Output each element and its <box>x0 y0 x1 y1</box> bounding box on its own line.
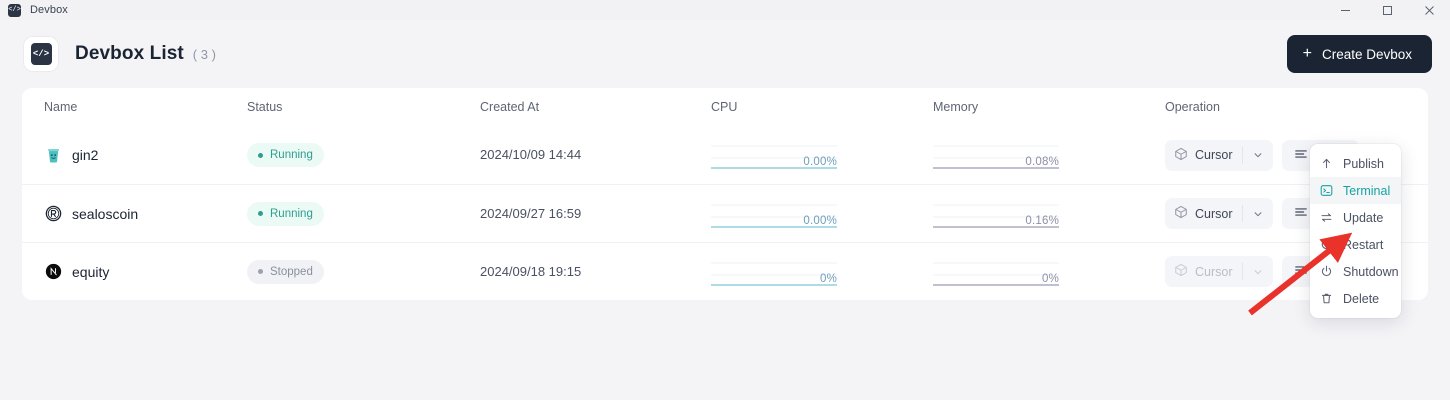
cpu-value: 0.00% <box>803 214 837 227</box>
created-at-value: 2024/10/09 14:44 <box>480 147 582 162</box>
status-dot-icon <box>258 211 263 216</box>
chevron-down-icon[interactable] <box>1243 150 1273 160</box>
minimize-icon[interactable] <box>1324 0 1366 20</box>
devbox-list-icon: </> <box>24 37 58 71</box>
menu-item-restart[interactable]: Restart <box>1310 231 1401 258</box>
table-row[interactable]: equity Stopped 2024/09/18 19:15 <box>22 242 1428 300</box>
table-header-row: Name Status Created At CPU Memory Operat… <box>22 88 1428 126</box>
memory-value: 0.08% <box>1025 156 1059 168</box>
cpu-value: 0.00% <box>803 156 837 168</box>
menu-item-label: Terminal <box>1343 183 1391 198</box>
cursor-button[interactable]: Cursor <box>1165 198 1273 229</box>
column-header-name: Name <box>44 100 78 114</box>
menu-item-label: Delete <box>1343 291 1380 306</box>
status-badge: Running <box>247 201 324 226</box>
create-devbox-button[interactable]: + Create Devbox <box>1286 35 1432 73</box>
cursor-cube-icon <box>1174 263 1188 280</box>
menu-item-label: Publish <box>1343 156 1384 171</box>
column-header-created-at: Created At <box>480 100 540 114</box>
gin-cup-icon <box>44 146 62 164</box>
devbox-name: gin2 <box>72 147 99 163</box>
devbox-code-icon: </> <box>30 43 52 65</box>
menu-item-label: Restart <box>1343 237 1384 252</box>
rust-gear-icon <box>44 205 62 223</box>
close-icon[interactable] <box>1408 0 1450 20</box>
column-header-operation: Operation <box>1165 100 1220 114</box>
cpu-sparkline: 0.00% <box>711 138 837 172</box>
status-dot-icon <box>258 152 263 158</box>
created-at-value: 2024/09/27 16:59 <box>480 205 582 221</box>
list-lines-icon <box>1294 263 1308 280</box>
upload-arrow-icon <box>1319 156 1334 171</box>
menu-item-terminal[interactable]: Terminal <box>1310 177 1401 204</box>
cursor-cube-icon <box>1174 147 1188 164</box>
cursor-label: Cursor <box>1195 264 1233 279</box>
devbox-table: Name Status Created At CPU Memory Operat… <box>0 88 1450 318</box>
status-badge: Running <box>247 143 324 167</box>
page-header: </> Devbox List ( 3 ) + Create Devbox <box>0 20 1450 88</box>
table-row[interactable]: gin2 Running 2024/10/09 14:44 0 <box>22 126 1428 184</box>
cpu-value: 0% <box>819 272 837 285</box>
maximize-icon[interactable] <box>1366 0 1408 20</box>
row-context-menu: Publish Terminal Update Restart <box>1310 144 1401 318</box>
menu-item-label: Shutdown <box>1343 264 1399 279</box>
trash-icon <box>1319 291 1334 306</box>
memory-value: 0.16% <box>1025 214 1059 227</box>
memory-sparkline: 0.16% <box>933 197 1059 231</box>
menu-item-shutdown[interactable]: Shutdown <box>1310 258 1401 285</box>
cursor-button: Cursor <box>1165 256 1273 287</box>
swap-arrows-icon <box>1319 210 1334 225</box>
create-devbox-label: Create Devbox <box>1321 46 1412 62</box>
created-at-value: 2024/09/18 19:15 <box>480 263 582 279</box>
devbox-name: sealoscoin <box>72 205 139 222</box>
menu-item-label: Update <box>1343 210 1384 225</box>
window-title: Devbox <box>30 4 68 16</box>
status-label: Running <box>270 207 313 220</box>
cursor-label: Cursor <box>1195 206 1233 221</box>
window-titlebar: </> Devbox <box>0 0 1450 20</box>
column-header-cpu: CPU <box>711 100 738 114</box>
status-badge: Stopped <box>247 259 324 284</box>
list-lines-icon <box>1294 147 1308 164</box>
column-header-status: Status <box>247 100 283 114</box>
refresh-icon <box>1319 237 1334 252</box>
devbox-count: ( 3 ) <box>192 46 216 62</box>
status-dot-icon <box>258 269 263 274</box>
devbox-name: equity <box>72 263 110 280</box>
plus-icon: + <box>1302 45 1312 62</box>
cursor-label: Cursor <box>1195 148 1233 162</box>
devbox-code-icon: </> <box>8 3 21 17</box>
cursor-cube-icon <box>1174 205 1188 222</box>
status-label: Running <box>270 149 313 161</box>
list-lines-icon <box>1294 205 1308 222</box>
column-header-memory: Memory <box>933 100 979 114</box>
terminal-icon <box>1319 183 1334 198</box>
memory-sparkline: 0% <box>933 255 1059 289</box>
page-title: Devbox List <box>75 43 184 64</box>
chevron-down-icon <box>1243 267 1273 277</box>
table-body: gin2 Running 2024/10/09 14:44 0 <box>22 126 1428 300</box>
cpu-sparkline: 0.00% <box>711 197 837 231</box>
memory-value: 0% <box>1041 272 1059 285</box>
divider <box>1241 205 1243 222</box>
menu-item-delete[interactable]: Delete <box>1310 285 1401 312</box>
divider <box>1241 146 1243 164</box>
table-row[interactable]: sealoscoin Running 2024/09/27 16:59 <box>22 184 1428 242</box>
menu-item-publish[interactable]: Publish <box>1310 150 1401 177</box>
status-label: Stopped <box>270 265 313 278</box>
cursor-button[interactable]: Cursor <box>1165 139 1273 171</box>
memory-sparkline: 0.08% <box>933 138 1059 172</box>
nextjs-icon <box>44 263 62 281</box>
power-icon <box>1319 264 1334 279</box>
cpu-sparkline: 0% <box>711 255 837 289</box>
menu-item-update[interactable]: Update <box>1310 204 1401 231</box>
divider <box>1241 263 1243 280</box>
window-controls <box>1324 0 1450 20</box>
chevron-down-icon[interactable] <box>1243 209 1273 219</box>
